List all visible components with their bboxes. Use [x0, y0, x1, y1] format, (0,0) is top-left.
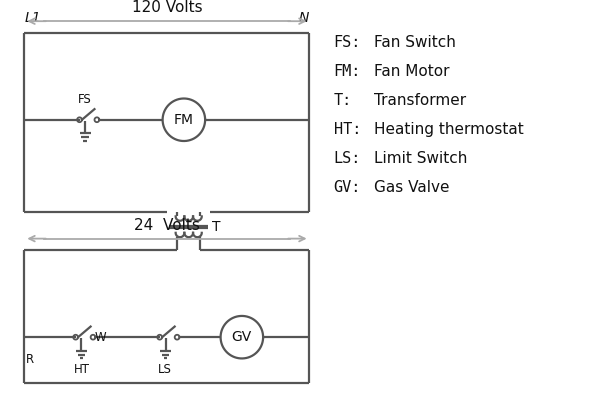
Text: R: R [25, 353, 34, 366]
Text: Heating thermostat: Heating thermostat [374, 122, 524, 137]
Text: Fan Motor: Fan Motor [374, 64, 450, 79]
Text: FM: FM [174, 113, 194, 127]
Text: L1: L1 [24, 11, 41, 25]
Text: Gas Valve: Gas Valve [374, 180, 450, 195]
Text: 24  Volts: 24 Volts [134, 218, 200, 233]
Text: T:: T: [334, 93, 352, 108]
Text: Fan Switch: Fan Switch [374, 35, 456, 50]
Text: Limit Switch: Limit Switch [374, 151, 468, 166]
Text: HT: HT [74, 363, 90, 376]
Text: HT:: HT: [334, 122, 361, 137]
Text: 120 Volts: 120 Volts [132, 0, 202, 15]
Text: W: W [95, 331, 107, 344]
Text: GV: GV [232, 330, 252, 344]
Text: LS:: LS: [334, 151, 361, 166]
Text: FS: FS [77, 93, 91, 106]
Text: Transformer: Transformer [374, 93, 466, 108]
Text: N: N [299, 11, 310, 25]
Text: T: T [212, 220, 221, 234]
Text: FM:: FM: [334, 64, 361, 79]
Text: GV:: GV: [334, 180, 361, 195]
Text: FS:: FS: [334, 35, 361, 50]
Text: LS: LS [158, 363, 172, 376]
